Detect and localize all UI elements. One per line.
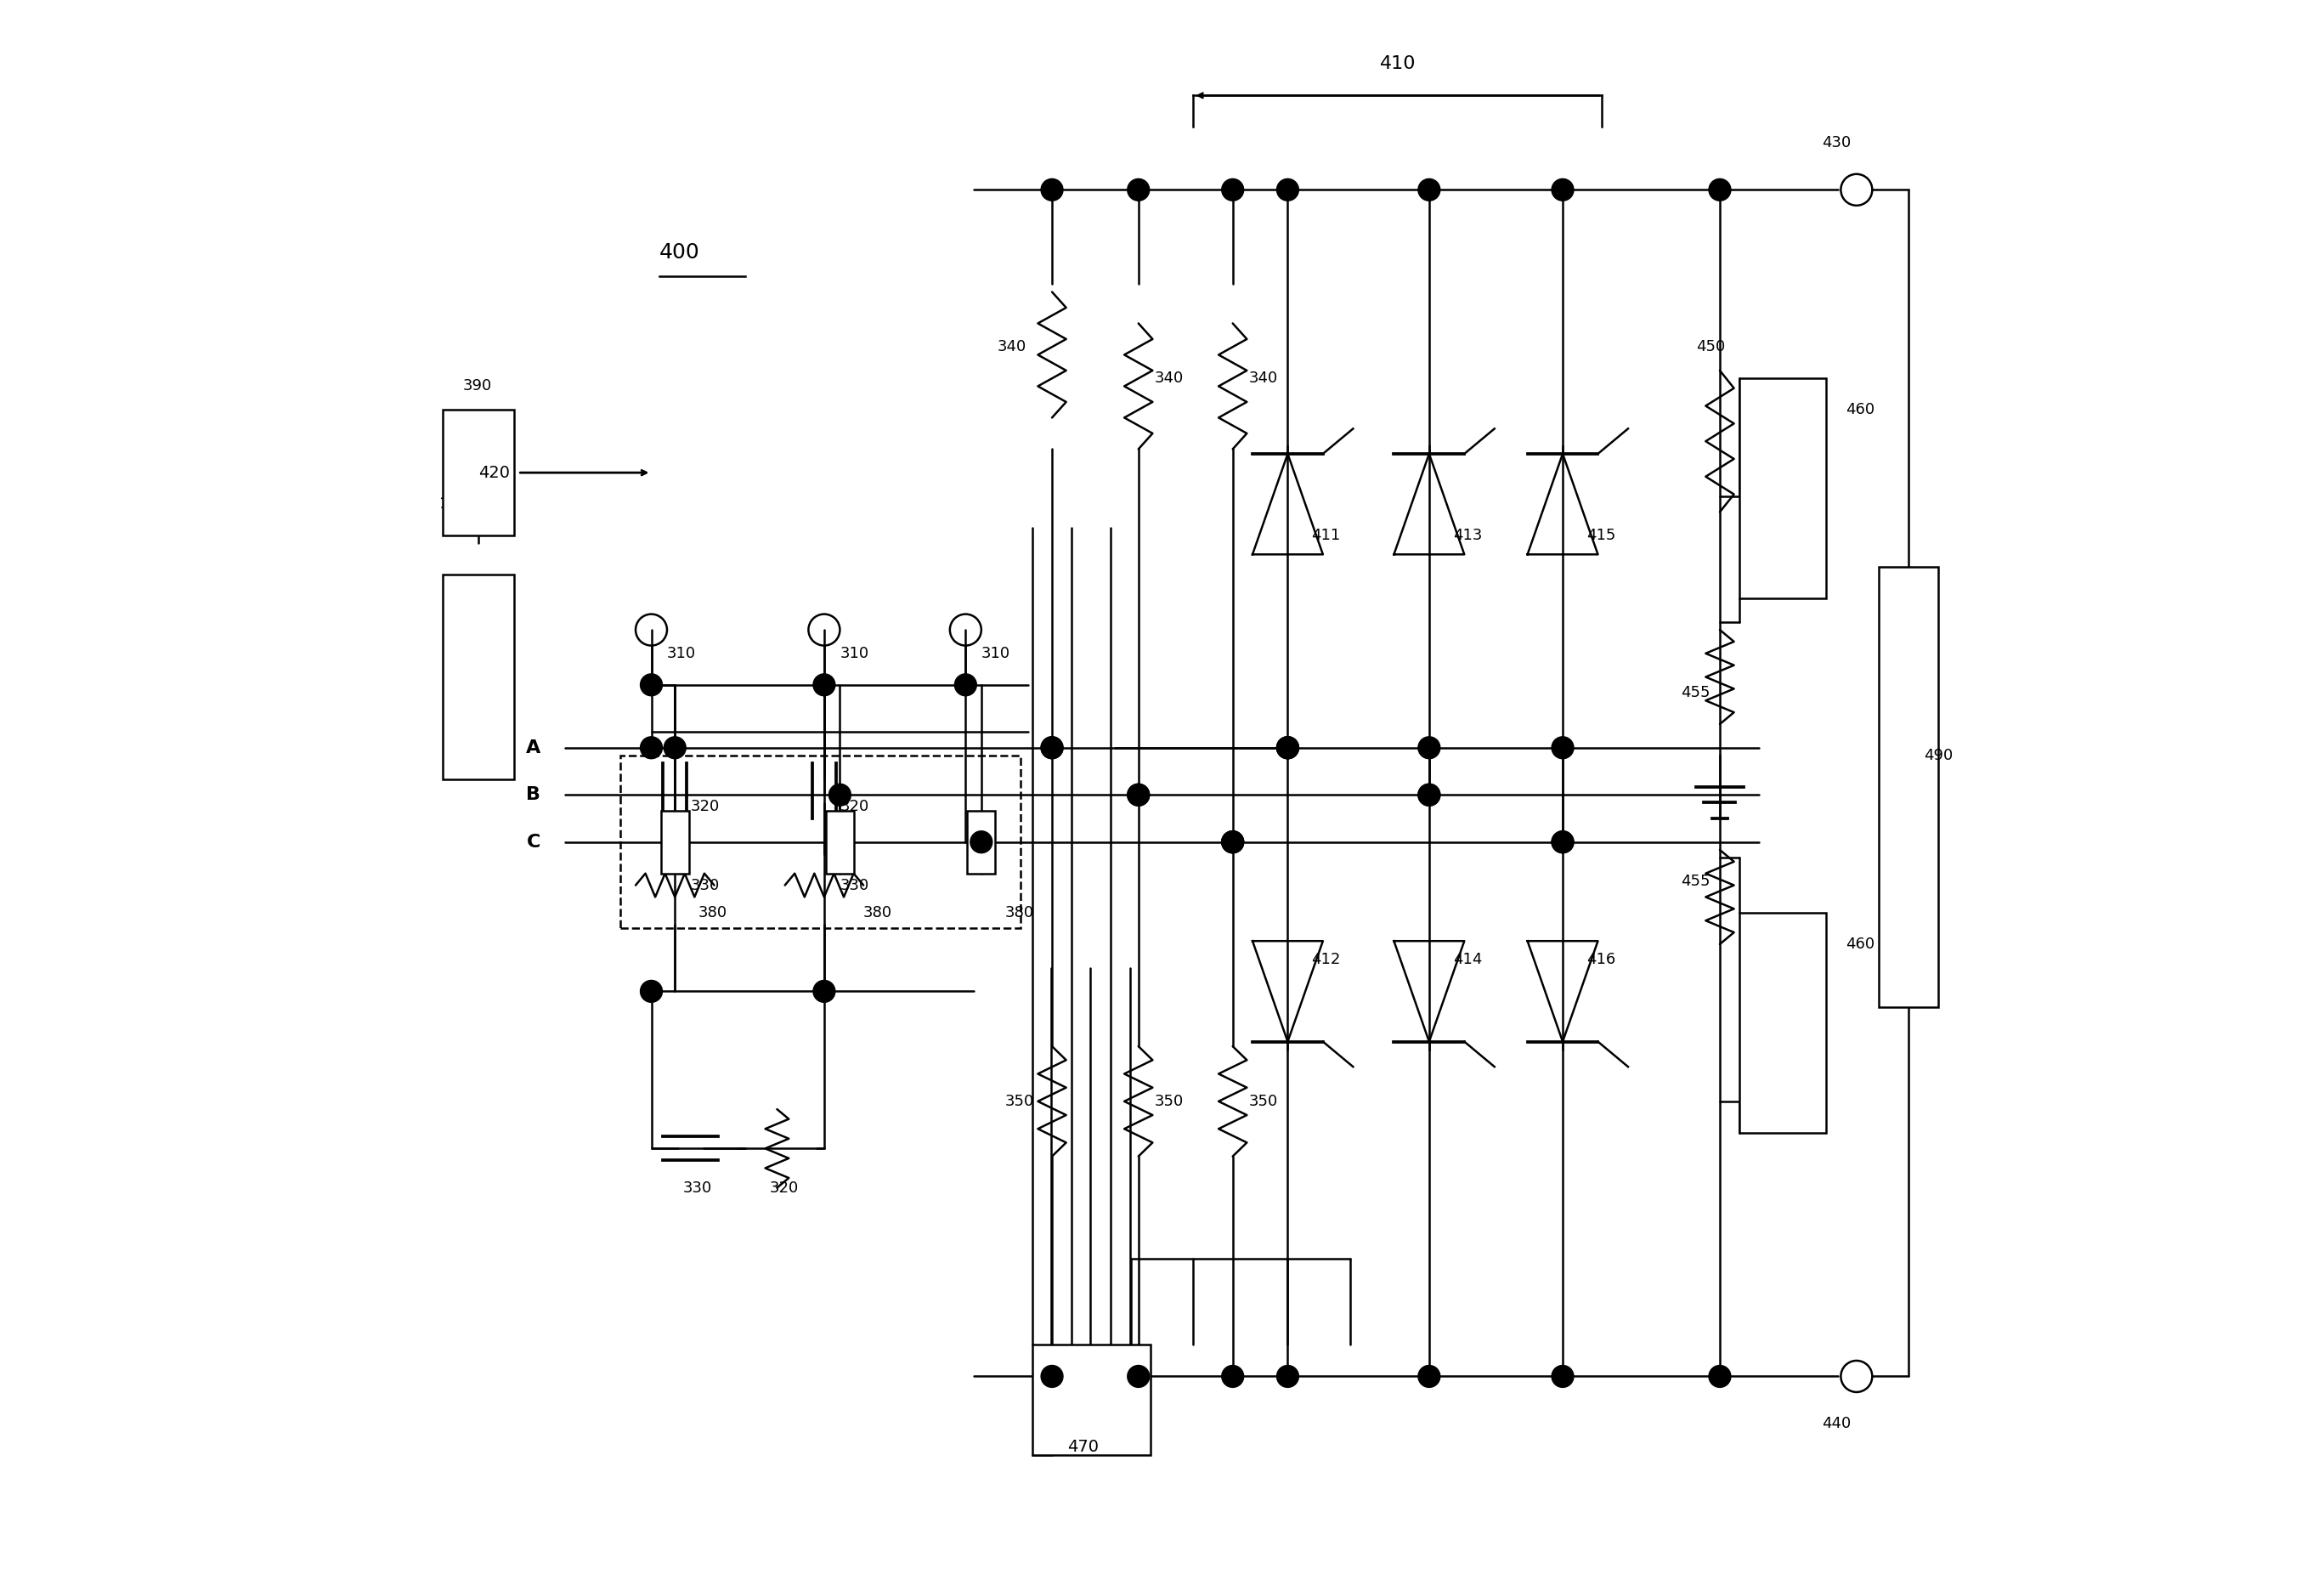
Bar [621, 756, 1020, 929]
Text: C: C [528, 834, 541, 850]
Text: 440: 440 [1822, 1417, 1850, 1431]
Circle shape [1041, 737, 1062, 759]
Text: 410: 410 [1380, 55, 1415, 72]
Text: 380: 380 [700, 905, 727, 921]
Text: 350: 350 [1248, 1094, 1278, 1110]
Circle shape [1418, 179, 1441, 201]
Text: 330: 330 [683, 1180, 711, 1195]
Circle shape [1222, 831, 1243, 853]
Circle shape [1276, 737, 1299, 759]
Bar [967, 811, 995, 874]
Circle shape [1552, 737, 1573, 759]
Circle shape [1552, 1365, 1573, 1387]
Circle shape [813, 981, 834, 1003]
Circle shape [1708, 1365, 1731, 1387]
Circle shape [830, 784, 851, 806]
Circle shape [1276, 1365, 1299, 1387]
Bar [1738, 913, 1827, 1133]
Circle shape [971, 831, 992, 853]
Text: 320: 320 [690, 800, 720, 814]
Bar [444, 575, 514, 779]
Text: 490: 490 [1924, 748, 1952, 763]
Text: 450: 450 [1697, 340, 1724, 354]
Circle shape [1418, 737, 1441, 759]
Text: 350: 350 [1004, 1094, 1034, 1110]
Text: 415: 415 [1587, 527, 1615, 543]
Text: 340: 340 [1155, 371, 1183, 386]
Circle shape [1041, 1365, 1062, 1387]
Circle shape [1041, 737, 1062, 759]
Text: 414: 414 [1452, 952, 1483, 968]
Text: 350: 350 [1155, 1094, 1183, 1110]
Text: 420: 420 [479, 464, 509, 480]
Text: 310: 310 [839, 645, 869, 661]
Circle shape [641, 674, 662, 696]
Text: 390: 390 [462, 379, 493, 394]
Text: 413: 413 [1452, 527, 1483, 543]
Text: 412: 412 [1311, 952, 1341, 968]
Bar [660, 811, 688, 874]
Text: 416: 416 [1587, 952, 1615, 968]
Text: 411: 411 [1311, 527, 1341, 543]
Text: B: B [525, 787, 541, 803]
Circle shape [1222, 831, 1243, 853]
Text: 320: 320 [769, 1180, 797, 1195]
Circle shape [1041, 179, 1062, 201]
Bar [1032, 1344, 1150, 1454]
Bar [444, 409, 514, 535]
Circle shape [813, 674, 834, 696]
Circle shape [1418, 784, 1441, 806]
Circle shape [1222, 179, 1243, 201]
Text: 340: 340 [1248, 371, 1278, 386]
Text: 460: 460 [1845, 403, 1875, 417]
Text: 310: 310 [981, 645, 1011, 661]
Circle shape [1127, 784, 1150, 806]
Text: 310: 310 [667, 645, 695, 661]
Text: 455: 455 [1680, 874, 1710, 889]
Text: A: A [525, 740, 541, 756]
Circle shape [1418, 1365, 1441, 1387]
Circle shape [1552, 831, 1573, 853]
Circle shape [1552, 179, 1573, 201]
Text: 455: 455 [1680, 685, 1710, 700]
Text: 330: 330 [839, 878, 869, 892]
Circle shape [665, 737, 686, 759]
Circle shape [641, 737, 662, 759]
Text: 330: 330 [690, 878, 720, 892]
Text: 380: 380 [1004, 905, 1034, 921]
Circle shape [1276, 737, 1299, 759]
Circle shape [1276, 737, 1299, 759]
Bar [1738, 378, 1827, 598]
Circle shape [641, 981, 662, 1003]
Circle shape [1708, 179, 1731, 201]
Circle shape [1222, 1365, 1243, 1387]
Text: 400: 400 [660, 242, 700, 263]
Circle shape [1127, 1365, 1150, 1387]
Text: 140: 140 [439, 496, 467, 512]
Circle shape [1552, 831, 1573, 853]
Text: 460: 460 [1845, 937, 1875, 952]
Text: 320: 320 [839, 800, 869, 814]
Text: 380: 380 [865, 905, 892, 921]
Circle shape [1127, 784, 1150, 806]
Circle shape [1222, 831, 1243, 853]
Circle shape [1276, 179, 1299, 201]
Text: 340: 340 [997, 340, 1027, 354]
Text: 470: 470 [1067, 1439, 1099, 1454]
Bar [1878, 567, 1938, 1007]
Circle shape [955, 674, 976, 696]
Circle shape [1127, 179, 1150, 201]
Text: 430: 430 [1822, 135, 1850, 150]
Bar [825, 811, 853, 874]
Circle shape [1418, 784, 1441, 806]
